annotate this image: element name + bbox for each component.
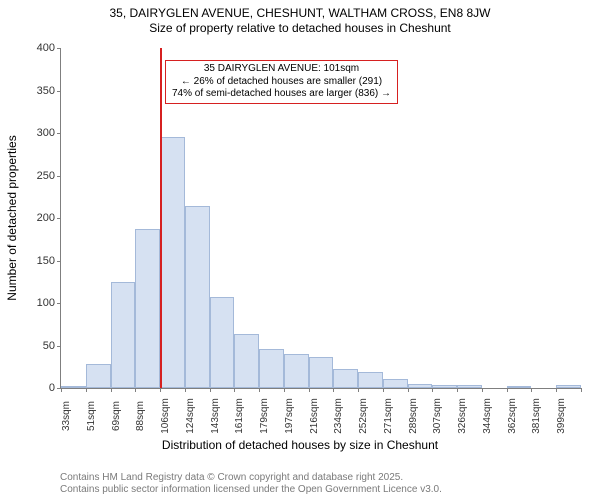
xtick-label: 216sqm [309, 398, 320, 434]
ytick-label: 0 [49, 382, 61, 394]
ytick-label: 50 [43, 340, 61, 352]
xtick-label: 197sqm [284, 398, 295, 434]
xtick-mark [531, 388, 532, 392]
histogram-bar [284, 354, 309, 388]
histogram-bar [185, 206, 210, 388]
histogram-bar [309, 357, 334, 388]
histogram-bar [61, 386, 86, 388]
histogram-bar [160, 137, 185, 388]
plot-area: 05010015020025030035040033sqm51sqm69sqm8… [60, 48, 581, 389]
xtick-mark [507, 388, 508, 392]
x-axis-title: Distribution of detached houses by size … [0, 438, 600, 452]
xtick-label: 344sqm [482, 398, 493, 434]
histogram-bar [408, 384, 433, 388]
y-axis-title: Number of detached properties [5, 135, 19, 300]
xtick-label: 88sqm [135, 401, 146, 431]
histogram-bar [358, 372, 383, 388]
xtick-label: 326sqm [457, 398, 468, 434]
histogram-bar [383, 379, 408, 388]
footer-line2: Contains public sector information licen… [60, 484, 442, 496]
ytick-label: 150 [37, 255, 61, 267]
xtick-mark [61, 388, 62, 392]
xtick-label: 124sqm [185, 398, 196, 434]
reference-line [160, 48, 162, 388]
xtick-label: 51sqm [86, 401, 97, 431]
annotation-box: 35 DAIRYGLEN AVENUE: 101sqm← 26% of deta… [165, 60, 398, 104]
xtick-mark [432, 388, 433, 392]
xtick-mark [358, 388, 359, 392]
xtick-mark [111, 388, 112, 392]
histogram-bar [210, 297, 235, 388]
xtick-mark [408, 388, 409, 392]
xtick-mark [160, 388, 161, 392]
histogram-bar [135, 229, 160, 388]
xtick-label: 381sqm [531, 398, 542, 434]
histogram-bar [333, 369, 358, 388]
xtick-label: 179sqm [259, 398, 270, 434]
xtick-mark [234, 388, 235, 392]
xtick-mark [135, 388, 136, 392]
ytick-label: 250 [37, 170, 61, 182]
xtick-label: 33sqm [61, 401, 72, 431]
xtick-label: 307sqm [432, 398, 443, 434]
footer-line1: Contains HM Land Registry data © Crown c… [60, 472, 442, 484]
annotation-line: 35 DAIRYGLEN AVENUE: 101sqm [172, 63, 391, 76]
histogram-bar [432, 385, 457, 388]
xtick-mark [210, 388, 211, 392]
ytick-label: 200 [37, 212, 61, 224]
footer-attribution: Contains HM Land Registry data © Crown c… [60, 472, 442, 496]
xtick-label: 106sqm [160, 398, 171, 434]
histogram-bar [234, 334, 259, 388]
chart-title-line1: 35, DAIRYGLEN AVENUE, CHESHUNT, WALTHAM … [0, 6, 600, 21]
histogram-bar [507, 386, 532, 388]
xtick-mark [333, 388, 334, 392]
xtick-label: 289sqm [408, 398, 419, 434]
chart-container: Number of detached properties 0501001502… [0, 40, 600, 460]
histogram-bar [259, 349, 284, 388]
ytick-label: 300 [37, 127, 61, 139]
ytick-label: 100 [37, 297, 61, 309]
annotation-line: ← 26% of detached houses are smaller (29… [172, 76, 391, 89]
xtick-mark [383, 388, 384, 392]
annotation-line: 74% of semi-detached houses are larger (… [172, 88, 391, 101]
xtick-label: 252sqm [358, 398, 369, 434]
xtick-mark [482, 388, 483, 392]
xtick-label: 271sqm [383, 398, 394, 434]
xtick-label: 399sqm [556, 398, 567, 434]
histogram-bar [457, 385, 482, 388]
xtick-mark [86, 388, 87, 392]
xtick-mark [259, 388, 260, 392]
chart-title-line2: Size of property relative to detached ho… [0, 21, 600, 36]
xtick-mark [309, 388, 310, 392]
xtick-mark [581, 388, 582, 392]
xtick-mark [284, 388, 285, 392]
xtick-mark [556, 388, 557, 392]
xtick-mark [457, 388, 458, 392]
xtick-label: 234sqm [333, 398, 344, 434]
xtick-mark [185, 388, 186, 392]
chart-title-block: 35, DAIRYGLEN AVENUE, CHESHUNT, WALTHAM … [0, 0, 600, 36]
histogram-bar [556, 385, 581, 388]
ytick-label: 350 [37, 85, 61, 97]
histogram-bar [111, 282, 136, 388]
ytick-label: 400 [37, 42, 61, 54]
xtick-label: 69sqm [111, 401, 122, 431]
histogram-bar [86, 364, 111, 388]
xtick-label: 362sqm [507, 398, 518, 434]
xtick-label: 143sqm [210, 398, 221, 434]
xtick-label: 161sqm [234, 398, 245, 434]
